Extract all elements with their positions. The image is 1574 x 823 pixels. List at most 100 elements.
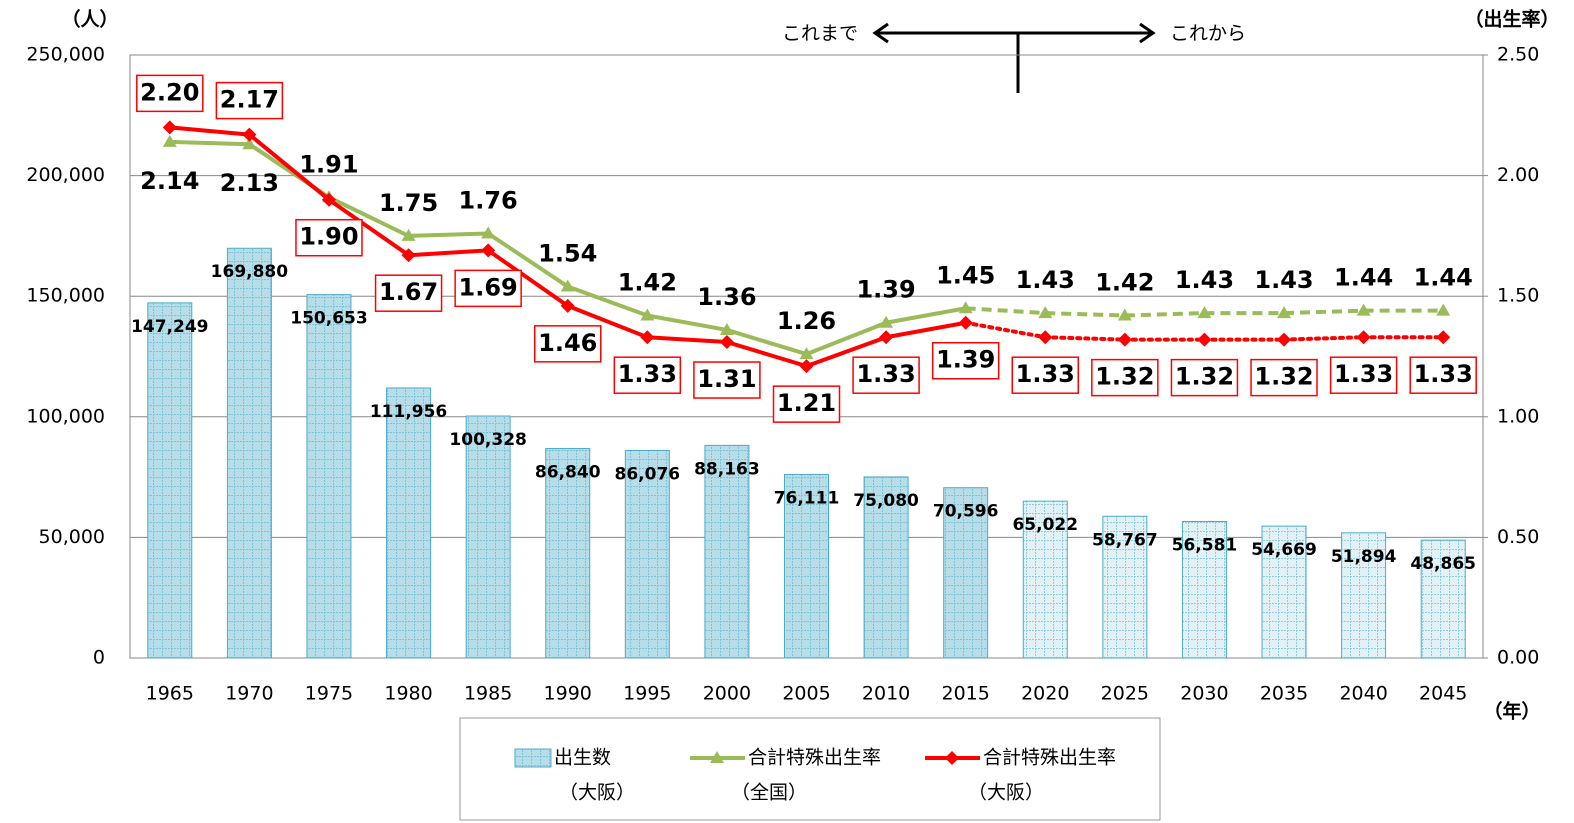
bar	[1102, 515, 1148, 659]
legend-marker	[945, 751, 959, 765]
line-value-label: 1.21	[777, 389, 836, 417]
line-value-label: 1.42	[1095, 268, 1154, 296]
line-value-label: 1.90	[299, 223, 358, 251]
line-value-label: 1.45	[936, 261, 995, 289]
label-box	[1091, 358, 1159, 397]
bar	[226, 247, 272, 659]
marker	[560, 298, 575, 313]
y2-tick-label: 2.00	[1497, 164, 1539, 186]
bar-value-label: 51,894	[1331, 547, 1397, 567]
bar-value-label: 58,767	[1092, 530, 1158, 550]
y2-tick-label: 1.50	[1497, 285, 1539, 307]
label-box	[1329, 356, 1398, 394]
marker	[1356, 330, 1371, 345]
x-tick-label: 2035	[1260, 683, 1308, 705]
legend-box	[459, 717, 1161, 821]
line-value-label: 1.75	[379, 189, 438, 217]
bar	[624, 449, 670, 659]
line-value-label: 2.20	[140, 78, 199, 106]
line-segment	[487, 231, 569, 289]
line-segment	[169, 139, 250, 147]
line-segment	[408, 231, 489, 238]
line-segment	[1283, 308, 1364, 316]
line-value-label: 1.46	[538, 329, 597, 357]
label-box	[295, 218, 363, 257]
y2-tick-label: 1.00	[1497, 405, 1539, 427]
marker	[1197, 306, 1212, 319]
marker	[1436, 303, 1451, 316]
line-value-label: 1.42	[618, 268, 677, 296]
line-value-label: 1.43	[1254, 266, 1313, 294]
marker	[1038, 306, 1053, 319]
line-segment	[646, 313, 728, 332]
annotation-future: これから	[1170, 23, 1246, 45]
bar-value-label: 100,328	[449, 430, 526, 450]
line-segment	[327, 198, 410, 257]
line-segment	[805, 320, 887, 356]
bar-value-label: 48,865	[1410, 554, 1476, 574]
label-box	[931, 341, 1000, 380]
y2-unit-label: （出生率）	[1464, 8, 1559, 31]
bar	[1261, 525, 1307, 659]
marker	[640, 330, 655, 345]
x-tick-label: 1985	[464, 683, 512, 705]
marker	[1197, 332, 1212, 347]
line-value-label: 2.13	[220, 169, 279, 197]
marker	[162, 120, 177, 135]
legend-swatch	[514, 748, 552, 768]
bar	[147, 302, 193, 659]
marker	[481, 243, 496, 258]
line-value-label: 1.32	[1175, 363, 1234, 391]
marker	[719, 322, 734, 335]
bar-value-label: 169,880	[211, 262, 289, 282]
bar	[943, 487, 989, 659]
x-tick-label: 1965	[146, 683, 194, 705]
line-value-label: 1.91	[299, 150, 358, 178]
marker	[799, 347, 814, 360]
annotation-past: これまで	[782, 23, 858, 45]
bar-value-label: 70,596	[933, 502, 999, 522]
line-segment	[647, 335, 728, 345]
label-box	[533, 325, 602, 363]
bar	[1181, 521, 1227, 659]
legend-sublabel: （大阪）	[968, 782, 1044, 804]
line-segment	[1043, 335, 1127, 342]
bar	[1341, 532, 1387, 659]
x-tick-label: 1995	[623, 683, 671, 705]
x-tick-label: 2005	[782, 683, 830, 705]
y-tick-label: 150,000	[26, 285, 105, 307]
bar-value-label: 75,080	[853, 491, 919, 511]
label-box	[136, 74, 204, 113]
x-tick-label: 2025	[1101, 683, 1149, 705]
marker	[1277, 332, 1292, 347]
marker	[1038, 330, 1053, 345]
legend-label: 合計特殊出生率	[748, 747, 881, 769]
x-tick-label: 1975	[305, 683, 353, 705]
line-segment	[805, 335, 887, 369]
bar-value-label: 86,840	[535, 463, 601, 483]
line-value-label: 2.14	[140, 167, 199, 195]
y2-tick-label: 0.00	[1497, 647, 1539, 669]
line-value-label: 1.33	[1414, 360, 1473, 388]
x-tick-label: 1990	[544, 683, 592, 705]
line-value-label: 1.32	[1095, 363, 1154, 391]
line-segment	[965, 306, 1046, 316]
line-value-label: 1.39	[936, 346, 995, 374]
line-value-label: 1.44	[1414, 264, 1473, 292]
legend-label: 出生数	[554, 747, 611, 769]
line-segment	[487, 248, 569, 308]
line-segment	[1282, 335, 1366, 342]
line-value-label: 1.33	[1334, 360, 1393, 388]
x-unit-label: （年）	[1483, 700, 1540, 723]
marker	[1436, 330, 1451, 345]
line-value-label: 1.69	[459, 273, 518, 301]
label-box	[772, 385, 841, 423]
bar-value-label: 65,022	[1012, 515, 1078, 535]
bar-value-label: 88,163	[694, 459, 760, 479]
marker	[242, 127, 257, 142]
line-segment	[963, 320, 1048, 340]
bar-value-label: 76,111	[774, 488, 840, 508]
label-box	[374, 274, 443, 312]
line-value-label: 1.44	[1334, 264, 1393, 292]
